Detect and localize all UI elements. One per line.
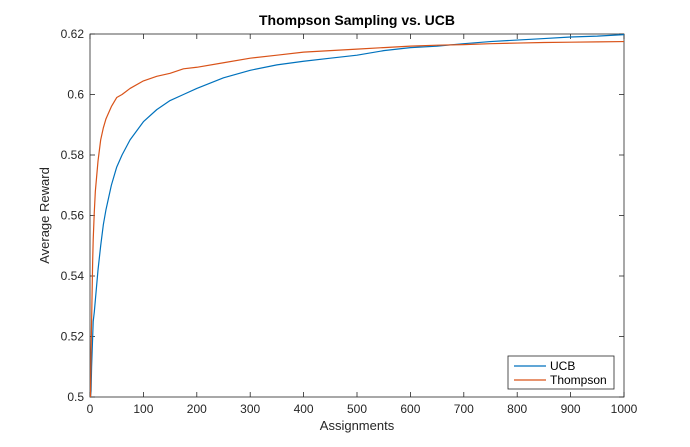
x-tick-label: 200 bbox=[187, 402, 207, 416]
x-tick-label: 900 bbox=[561, 402, 581, 416]
x-tick-label: 400 bbox=[294, 402, 314, 416]
chart-title: Thompson Sampling vs. UCB bbox=[259, 12, 455, 28]
y-tick-label: 0.56 bbox=[61, 209, 85, 223]
x-tick-label: 500 bbox=[347, 402, 367, 416]
x-tick-label: 0 bbox=[87, 402, 94, 416]
x-tick-label: 600 bbox=[400, 402, 420, 416]
y-tick-label: 0.54 bbox=[61, 269, 85, 283]
x-tick-label: 300 bbox=[240, 402, 260, 416]
x-tick-label: 100 bbox=[133, 402, 153, 416]
series-line-ucb bbox=[89, 34, 625, 398]
tick-group: 0 100 200 300 400 500 600 700 800 900 1000 0.5 0.52 0… bbox=[61, 27, 638, 416]
x-tick-label: 700 bbox=[454, 402, 474, 416]
y-tick-label: 0.6 bbox=[67, 88, 84, 102]
legend-box bbox=[507, 355, 615, 390]
x-tick-label: 1000 bbox=[611, 402, 638, 416]
series-line-thompson bbox=[89, 40, 625, 398]
y-tick-label: 0.58 bbox=[61, 148, 85, 162]
y-tick-label: 0.5 bbox=[67, 390, 84, 404]
y-axis-label: Average Reward bbox=[37, 167, 52, 264]
plot-area bbox=[89, 33, 625, 398]
y-tick-label: 0.52 bbox=[61, 330, 85, 344]
legend-entry-ucb: UCB bbox=[550, 359, 575, 373]
x-axis-label: Assignments bbox=[320, 418, 395, 433]
legend-entry-thompson: Thompson bbox=[550, 373, 607, 387]
series-lines bbox=[89, 34, 625, 398]
legend: UCB Thompson bbox=[507, 355, 615, 390]
y-tick-label: 0.62 bbox=[61, 27, 85, 41]
x-tick-label: 800 bbox=[507, 402, 527, 416]
